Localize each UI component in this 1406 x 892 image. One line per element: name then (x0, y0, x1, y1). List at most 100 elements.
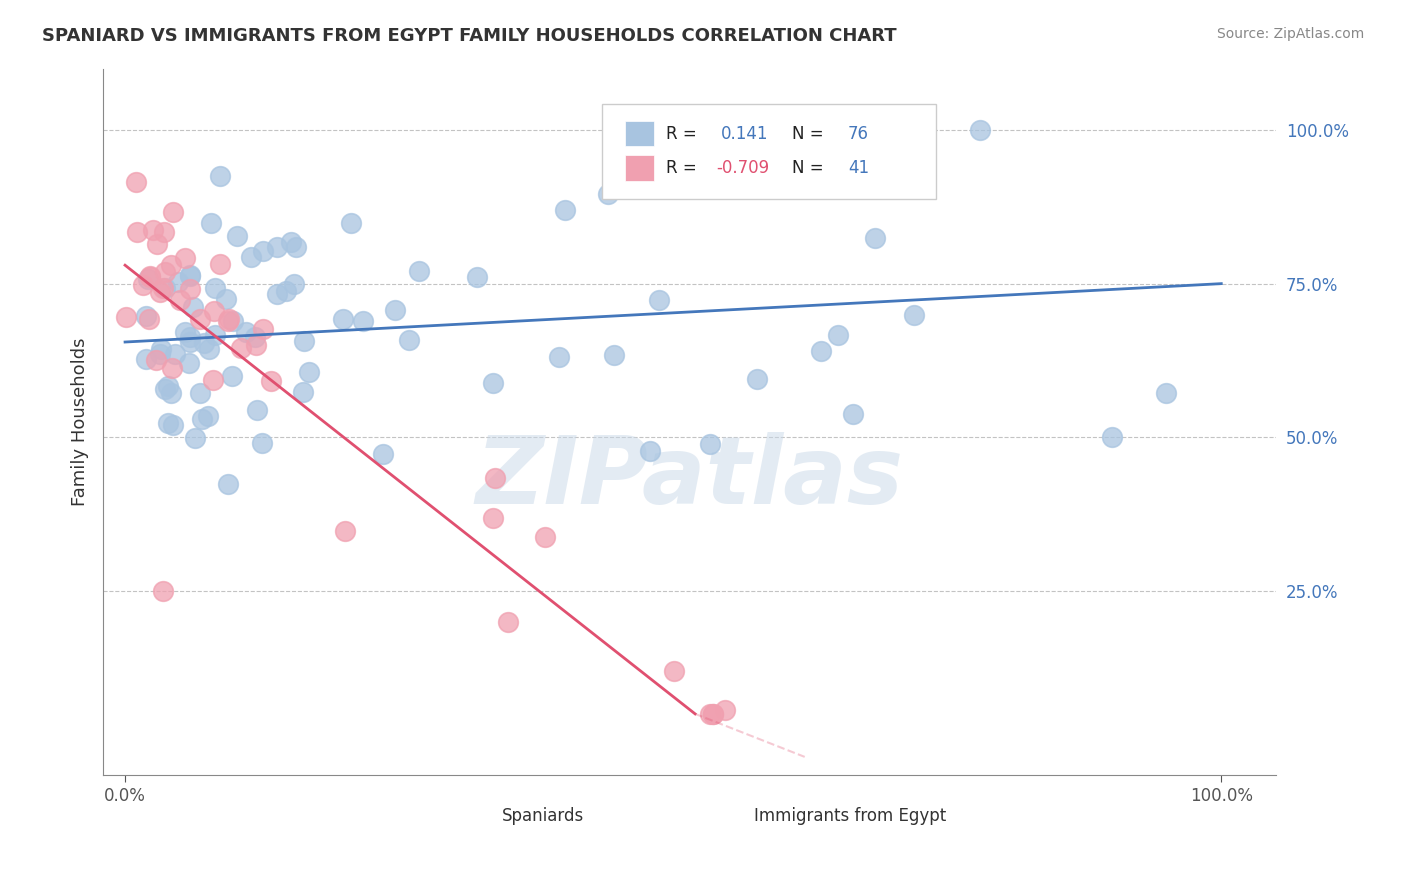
Point (174, 325, 197, 339)
Point (179, 268, 201, 283)
Point (222, 314, 245, 328)
Point (298, 365, 321, 379)
Point (135, 309, 157, 323)
Point (1101, 430, 1123, 444)
Point (202, 303, 225, 318)
Point (285, 240, 308, 254)
Point (827, 328, 849, 343)
FancyBboxPatch shape (461, 805, 491, 826)
Point (152, 583, 174, 598)
Y-axis label: Family Households: Family Households (72, 338, 89, 506)
Point (169, 293, 191, 307)
Point (145, 236, 167, 251)
Point (969, 123, 991, 137)
Text: 76: 76 (848, 125, 869, 143)
Point (149, 285, 172, 300)
Point (352, 313, 374, 327)
Point (292, 334, 315, 348)
Point (292, 384, 315, 399)
Point (496, 615, 519, 630)
Text: SPANIARD VS IMMIGRANTS FROM EGYPT FAMILY HOUSEHOLDS CORRELATION CHART: SPANIARD VS IMMIGRANTS FROM EGYPT FAMILY… (42, 27, 897, 45)
Point (534, 530, 557, 544)
Point (398, 334, 420, 348)
Point (200, 216, 222, 230)
Point (139, 270, 162, 285)
Text: -0.709: -0.709 (717, 159, 769, 178)
Point (191, 412, 214, 426)
Point (482, 376, 505, 390)
Point (333, 524, 356, 538)
Point (252, 244, 274, 259)
Point (179, 268, 201, 282)
Point (204, 328, 226, 343)
Point (274, 284, 297, 298)
Point (179, 334, 201, 349)
Point (218, 312, 240, 326)
Point (1156, 386, 1178, 401)
Point (225, 229, 247, 244)
Text: R =: R = (666, 125, 697, 143)
Point (547, 350, 569, 364)
Point (260, 374, 283, 388)
Point (135, 352, 157, 367)
Point (245, 337, 267, 351)
Point (235, 325, 257, 339)
Point (208, 257, 231, 271)
Point (554, 203, 576, 218)
Point (197, 342, 219, 356)
Point (138, 312, 160, 326)
Point (162, 418, 184, 433)
Point (664, 664, 686, 678)
Point (149, 343, 172, 357)
FancyBboxPatch shape (626, 120, 654, 146)
Point (193, 336, 215, 351)
FancyBboxPatch shape (713, 805, 742, 826)
Point (702, 706, 724, 721)
Point (188, 385, 211, 400)
Point (160, 360, 183, 375)
FancyBboxPatch shape (626, 155, 654, 181)
Text: N =: N = (792, 159, 824, 178)
Point (408, 264, 430, 278)
Point (283, 277, 305, 291)
Point (699, 706, 721, 721)
Point (266, 240, 288, 254)
Point (229, 342, 252, 356)
Point (197, 409, 219, 423)
Point (713, 703, 735, 717)
Text: Immigrants from Egypt: Immigrants from Egypt (754, 806, 946, 824)
Point (340, 216, 363, 230)
Point (702, 706, 724, 721)
Point (747, 372, 769, 386)
Point (153, 382, 176, 396)
Point (481, 511, 503, 525)
Point (190, 311, 212, 326)
Point (810, 344, 832, 359)
Point (181, 300, 204, 314)
Point (903, 308, 925, 322)
Point (882, 169, 904, 184)
Text: ZIPatlas: ZIPatlas (475, 433, 904, 524)
Point (332, 311, 354, 326)
Point (215, 293, 238, 307)
Text: N =: N = (792, 125, 824, 143)
Point (179, 282, 201, 296)
Point (598, 187, 620, 202)
Point (699, 436, 721, 450)
Point (148, 347, 170, 361)
Point (115, 310, 138, 324)
Text: Source: ZipAtlas.com: Source: ZipAtlas.com (1216, 27, 1364, 41)
Point (484, 471, 506, 485)
Point (163, 347, 186, 361)
Point (266, 287, 288, 301)
Point (179, 329, 201, 343)
Point (465, 269, 488, 284)
Point (160, 385, 183, 400)
Point (638, 444, 661, 458)
Point (209, 169, 232, 183)
Point (245, 330, 267, 344)
Point (166, 275, 188, 289)
Point (217, 476, 239, 491)
Point (648, 293, 671, 307)
Point (280, 235, 302, 249)
